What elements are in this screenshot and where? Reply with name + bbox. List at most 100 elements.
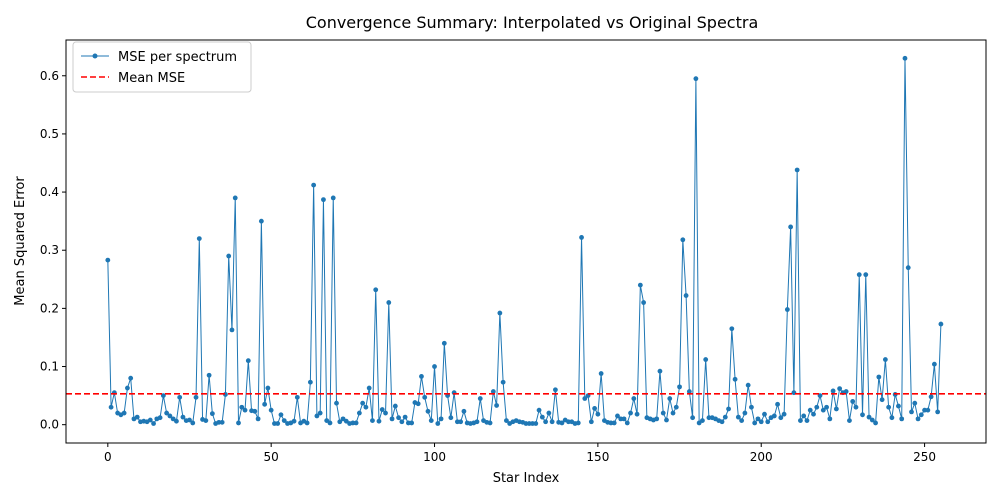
data-point	[396, 415, 401, 421]
data-point	[334, 400, 339, 406]
data-point	[631, 396, 637, 401]
data-point	[876, 374, 882, 380]
data-point	[784, 307, 790, 312]
data-point	[487, 420, 493, 426]
data-point	[448, 415, 454, 421]
data-point	[226, 253, 232, 259]
data-point	[432, 364, 437, 369]
y-tick-label: 0.6	[40, 69, 59, 83]
data-point	[294, 394, 300, 400]
data-point	[889, 415, 895, 421]
data-point	[749, 404, 754, 410]
y-axis-label: Mean Squared Error	[13, 176, 28, 306]
data-point	[203, 418, 209, 424]
plot-frame	[65, 39, 987, 444]
data-point	[504, 418, 509, 424]
data-point	[670, 410, 676, 416]
data-point	[788, 224, 794, 230]
data-point	[765, 419, 771, 425]
data-point	[729, 326, 735, 332]
data-point	[500, 379, 506, 385]
data-point	[386, 300, 392, 305]
data-point	[206, 372, 212, 378]
data-point	[402, 414, 408, 420]
data-point	[739, 418, 745, 424]
data-point	[693, 76, 699, 82]
legend-box	[72, 41, 252, 93]
data-point	[771, 413, 777, 419]
data-point	[415, 401, 421, 407]
data-point	[621, 416, 627, 422]
data-point	[882, 357, 888, 362]
data-point	[360, 400, 366, 406]
data-point	[373, 287, 379, 293]
data-point	[536, 407, 542, 413]
data-point	[494, 403, 499, 408]
data-point	[125, 385, 130, 391]
data-point	[546, 410, 552, 416]
data-point	[383, 410, 388, 416]
y-tick-label: 0.3	[40, 243, 59, 257]
data-point	[935, 409, 941, 415]
data-point	[474, 419, 480, 425]
y-tick-label: 0.5	[40, 127, 59, 141]
data-point	[242, 407, 248, 413]
data-point	[637, 282, 643, 288]
data-point	[856, 272, 862, 278]
data-point	[680, 237, 686, 243]
data-point	[703, 357, 709, 362]
data-point	[866, 414, 872, 420]
data-point	[801, 413, 807, 419]
data-point	[575, 420, 581, 426]
data-point	[435, 421, 441, 426]
data-point	[634, 411, 640, 417]
data-point	[673, 404, 679, 410]
data-point	[353, 420, 359, 426]
data-point	[490, 389, 496, 394]
data-point	[664, 417, 669, 423]
y-tick-label: 0.2	[40, 301, 59, 315]
data-point	[719, 419, 725, 425]
data-point	[781, 411, 787, 417]
data-point	[307, 379, 313, 385]
data-point	[128, 375, 134, 381]
legend-series-marker	[92, 53, 98, 59]
data-point	[657, 368, 663, 374]
data-point	[843, 389, 849, 394]
data-point	[735, 414, 741, 420]
data-point	[239, 404, 245, 410]
data-point	[902, 55, 908, 61]
data-point	[592, 406, 598, 411]
data-point	[742, 410, 748, 416]
data-point	[255, 416, 261, 422]
data-point	[543, 419, 548, 425]
data-point	[641, 300, 647, 305]
data-point	[896, 403, 901, 409]
data-point	[232, 195, 238, 201]
data-point	[833, 406, 839, 412]
data-point	[291, 418, 297, 424]
data-point	[533, 421, 539, 426]
data-point	[745, 382, 751, 388]
data-point	[121, 410, 127, 416]
data-point	[399, 419, 405, 425]
data-point	[147, 417, 153, 423]
data-point	[193, 394, 199, 400]
data-point	[775, 401, 780, 407]
data-point	[726, 406, 731, 412]
data-point	[579, 235, 584, 240]
data-point	[108, 404, 114, 410]
data-point	[422, 394, 428, 400]
data-point	[598, 371, 604, 376]
x-tick-label: 250	[913, 450, 936, 464]
data-point	[314, 413, 320, 419]
data-point	[732, 376, 738, 382]
data-point	[419, 374, 424, 379]
data-point	[539, 414, 545, 420]
data-point	[628, 410, 633, 416]
data-point	[915, 416, 921, 422]
data-point	[722, 414, 728, 420]
data-point	[366, 385, 372, 391]
data-point	[167, 413, 173, 419]
data-point	[304, 420, 310, 426]
